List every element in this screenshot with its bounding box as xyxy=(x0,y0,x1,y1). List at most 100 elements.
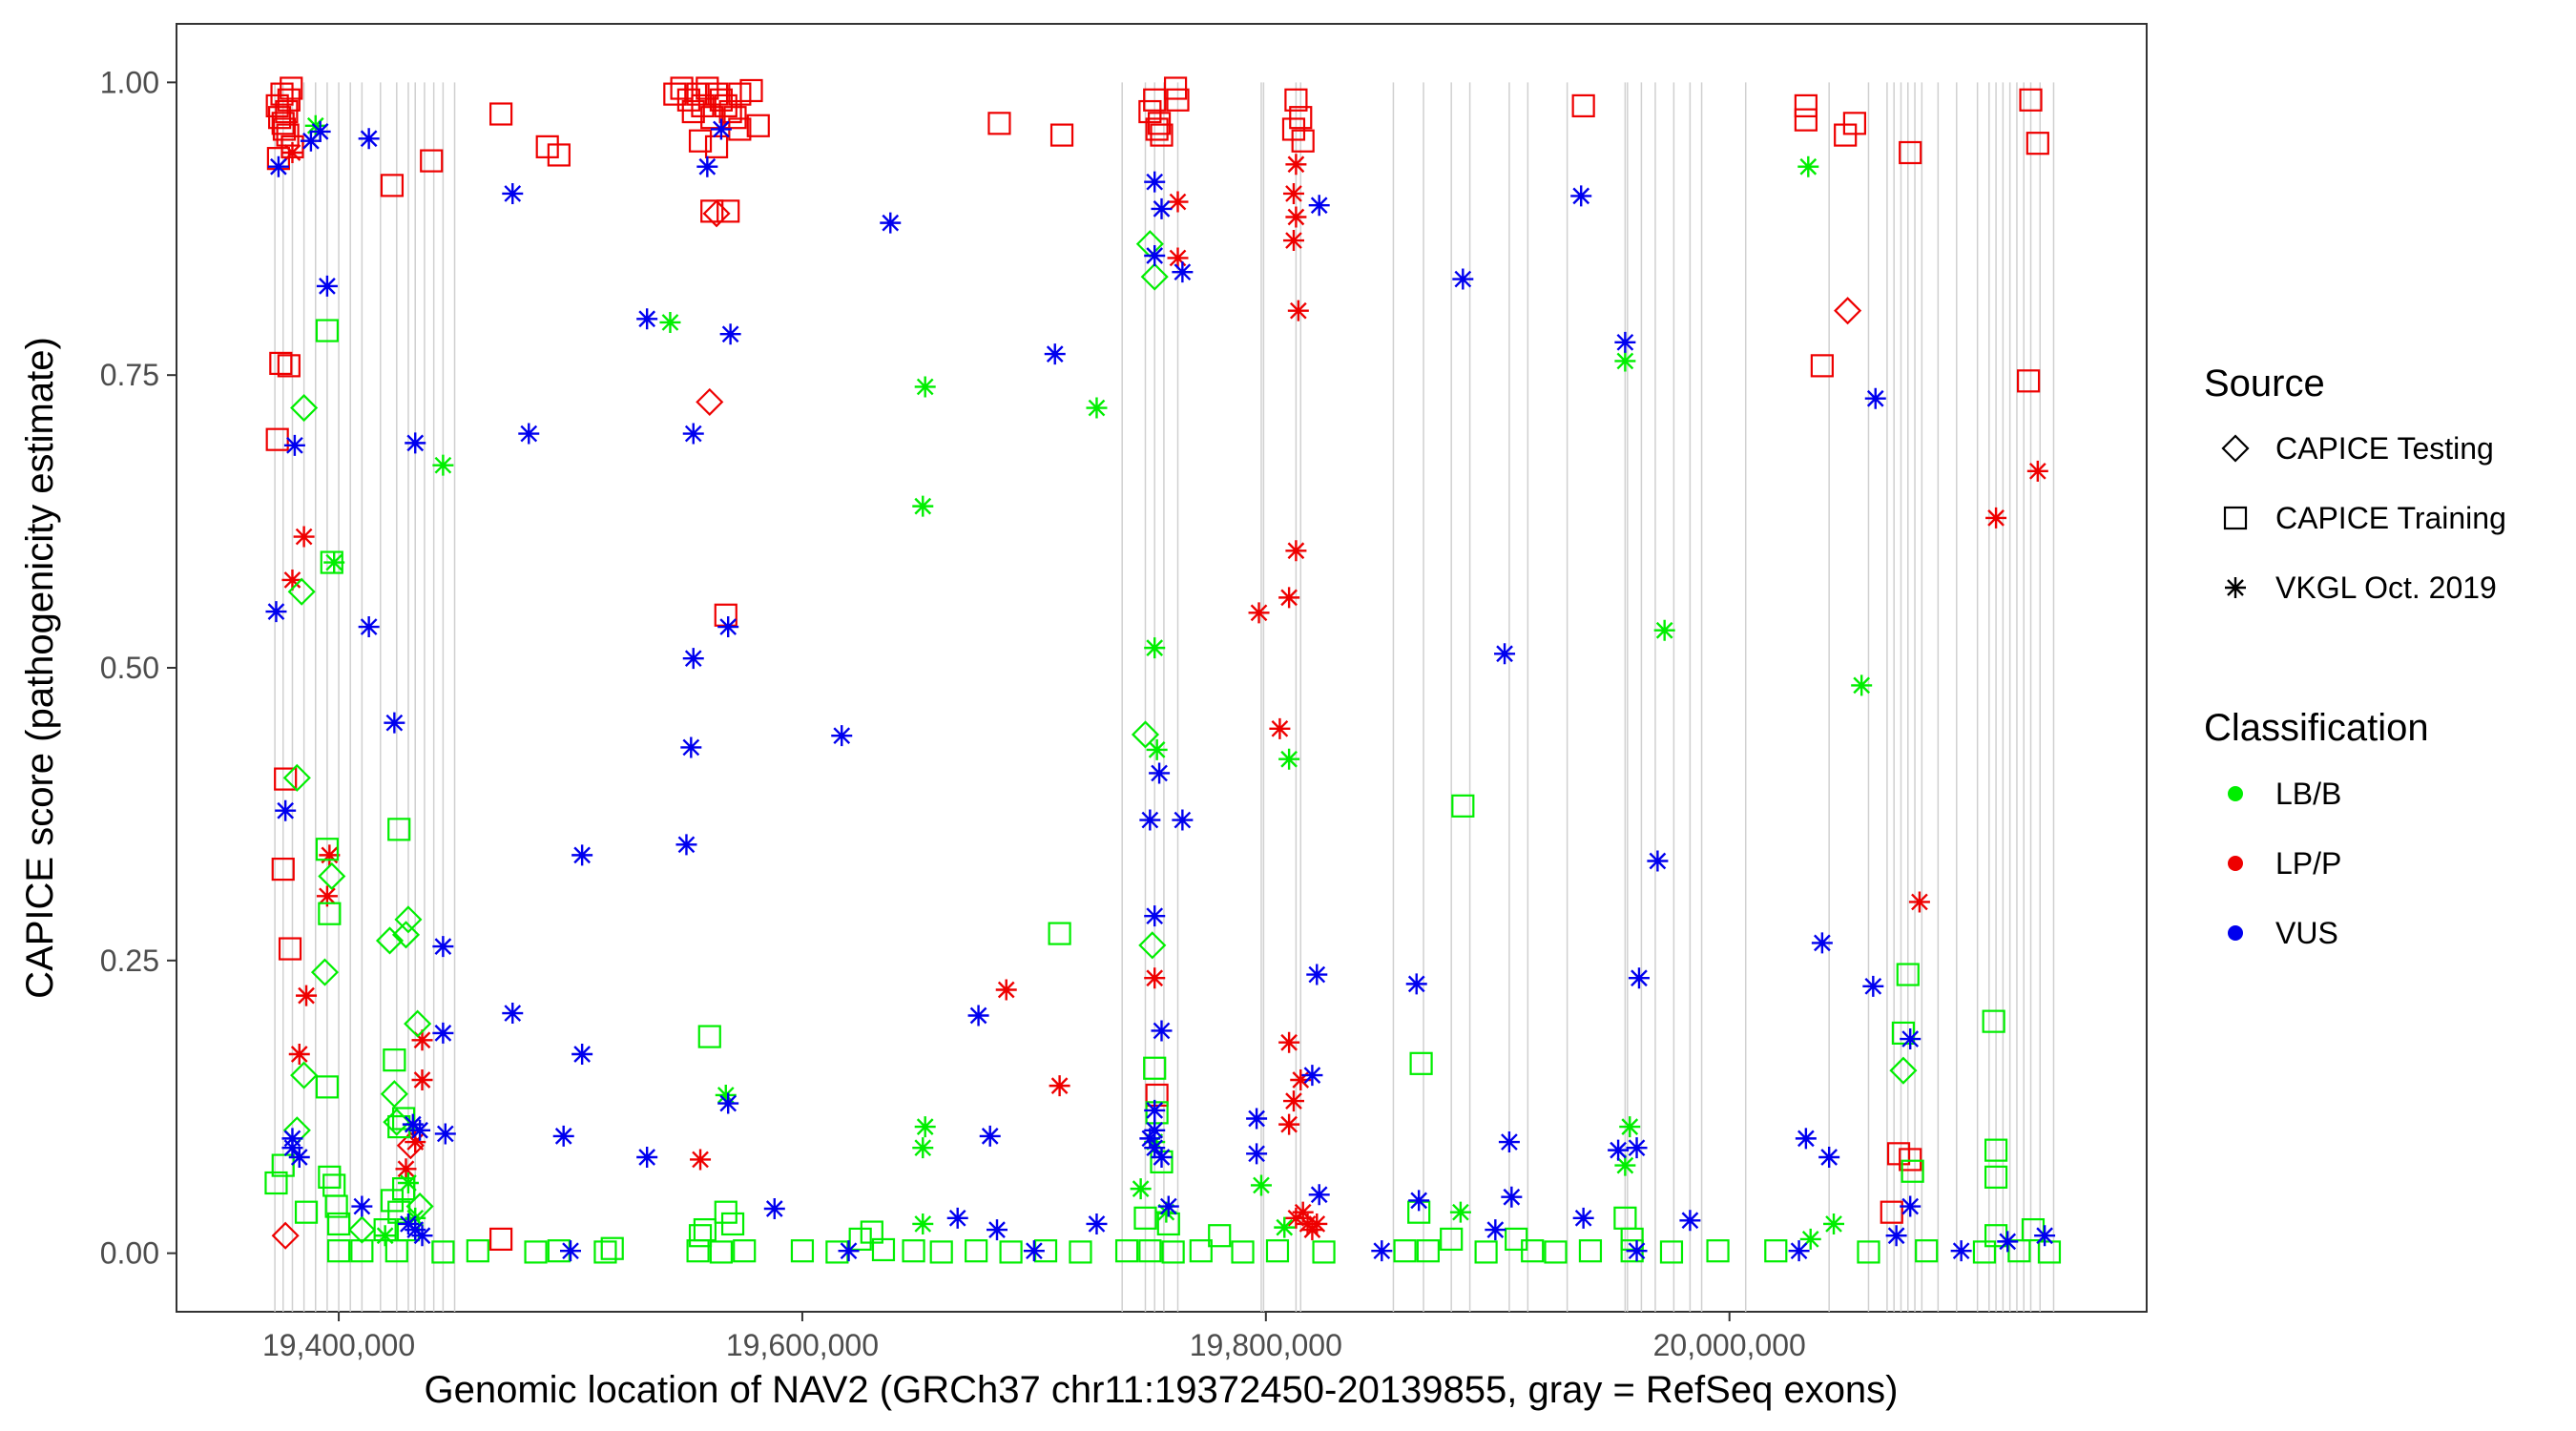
point-asterisk xyxy=(1172,261,1194,283)
point-square xyxy=(280,76,303,100)
point-asterisk xyxy=(1246,1143,1268,1165)
point-square xyxy=(275,99,299,124)
point-square xyxy=(1114,1239,1139,1263)
point-asterisk xyxy=(1144,637,1166,659)
point-asterisk xyxy=(309,120,331,142)
point-asterisk xyxy=(405,432,426,454)
point-asterisk xyxy=(395,1158,417,1180)
legend-label: LB/B xyxy=(2275,777,2341,811)
point-asterisk xyxy=(293,526,315,548)
point-square xyxy=(270,82,294,106)
point-square xyxy=(691,93,715,118)
legend-color-dot xyxy=(2228,856,2243,871)
point-diamond xyxy=(1140,262,1169,291)
point-asterisk xyxy=(1997,1231,2019,1253)
legend-title-source: Source xyxy=(2204,363,2325,404)
point-square xyxy=(315,319,340,342)
point-square xyxy=(1161,1240,1185,1264)
point-asterisk xyxy=(880,212,902,234)
point-square xyxy=(1982,1009,2005,1033)
legend-color-dot xyxy=(2228,925,2243,941)
point-square xyxy=(1049,123,1074,147)
point-square xyxy=(718,99,742,124)
point-asterisk xyxy=(281,569,303,591)
point-asterisk xyxy=(1144,967,1166,989)
point-square xyxy=(1810,354,1834,378)
point-asterisk xyxy=(288,1147,310,1168)
point-square xyxy=(1984,1138,2008,1162)
point-asterisk xyxy=(1885,1225,1907,1247)
point-asterisk xyxy=(1452,268,1474,290)
point-asterisk xyxy=(1647,850,1669,872)
point-square xyxy=(326,1239,351,1263)
point-asterisk xyxy=(1628,967,1650,989)
point-square xyxy=(860,1220,883,1244)
point-asterisk xyxy=(1290,1069,1312,1090)
point-asterisk xyxy=(659,311,681,333)
point-square xyxy=(1794,108,1818,132)
point-square xyxy=(929,1240,953,1264)
point-square xyxy=(277,88,301,112)
point-asterisk xyxy=(690,1149,712,1171)
point-square xyxy=(1544,1240,1568,1264)
point-asterisk xyxy=(1797,156,1819,177)
point-asterisk xyxy=(571,1044,593,1065)
point-square xyxy=(1393,1239,1417,1263)
point-asterisk xyxy=(1049,1075,1070,1097)
point-square xyxy=(717,199,740,223)
point-asterisk xyxy=(1308,195,1330,217)
point-square xyxy=(315,838,340,861)
point-square xyxy=(696,76,719,100)
legend-label: CAPICE Testing xyxy=(2275,431,2494,466)
point-square xyxy=(1265,1239,1290,1263)
point-asterisk xyxy=(411,1225,433,1247)
x-axis: 19,400,000 19,600,000 19,800,000 20,000,000 xyxy=(262,1312,1806,1362)
point-square xyxy=(720,1212,745,1236)
point-asterisk xyxy=(995,979,1017,1001)
point-asterisk xyxy=(2225,577,2246,598)
y-tick-label: 0.00 xyxy=(100,1236,159,1271)
point-asterisk xyxy=(283,434,305,456)
point-asterisk xyxy=(1248,602,1270,624)
point-square xyxy=(593,1240,617,1264)
point-asterisk xyxy=(710,118,732,140)
point-square xyxy=(700,106,724,130)
point-asterisk xyxy=(1408,1190,1430,1212)
point-asterisk xyxy=(763,1198,785,1219)
point-asterisk xyxy=(1278,1031,1300,1053)
point-asterisk xyxy=(281,1137,303,1159)
point-diamond xyxy=(310,958,340,986)
point-asterisk xyxy=(397,1172,419,1193)
point-asterisk xyxy=(1494,643,1516,665)
point-asterisk xyxy=(1862,975,1884,997)
point-asterisk xyxy=(987,1219,1008,1241)
point-asterisk xyxy=(288,1044,310,1065)
y-tick-label: 0.50 xyxy=(100,651,159,685)
point-diamond xyxy=(1834,297,1862,325)
point-diamond xyxy=(380,1080,408,1109)
point-square xyxy=(391,1107,416,1130)
point-square xyxy=(384,1239,408,1263)
point-square xyxy=(999,1240,1023,1264)
point-asterisk xyxy=(1144,1099,1166,1121)
x-tick-label: 19,600,000 xyxy=(726,1328,879,1362)
point-square xyxy=(704,82,729,106)
legend: Source CAPICE Testing CAPICE Training VKGL … xyxy=(2204,363,2506,950)
point-square xyxy=(704,135,729,158)
point-asterisk xyxy=(267,156,289,177)
point-square xyxy=(965,1239,988,1263)
point-asterisk xyxy=(1306,1213,1328,1234)
point-square xyxy=(489,1227,513,1252)
point-asterisk xyxy=(912,495,934,517)
point-asterisk xyxy=(552,1125,574,1147)
point-asterisk xyxy=(351,1195,373,1217)
point-diamond xyxy=(1138,931,1167,960)
point-asterisk xyxy=(1086,1213,1108,1234)
point-asterisk xyxy=(1149,762,1171,784)
point-asterisk xyxy=(300,130,322,152)
point-square xyxy=(1474,1240,1498,1264)
point-asterisk xyxy=(1155,1201,1177,1223)
point-asterisk xyxy=(946,1207,968,1229)
point-square xyxy=(663,82,687,106)
data-points xyxy=(264,76,2062,1264)
